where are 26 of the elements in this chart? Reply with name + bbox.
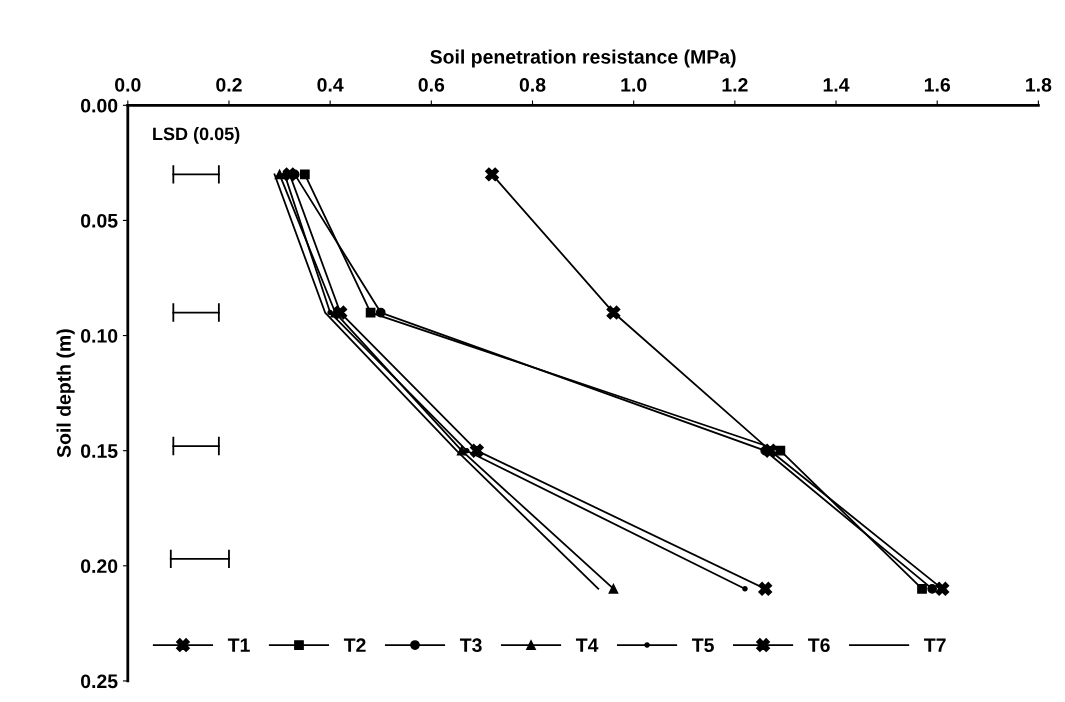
x-tick-label: 0.4: [317, 77, 344, 92]
x-tick-label: 0.0: [115, 77, 141, 92]
x-tick-label: 1.4: [823, 78, 850, 92]
legend-label: T3: [459, 638, 482, 653]
legend-label: T2: [343, 638, 366, 652]
y-tick-label: 0.15: [81, 444, 118, 458]
annotation: LSD (0.05): [153, 126, 240, 144]
x-tick-label: 1.6: [924, 77, 951, 92]
legend-label: T6: [808, 638, 830, 653]
y-tick-label: 0.00: [81, 98, 118, 113]
x-axis-title: Soil penetration resistance (MPa): [430, 49, 736, 68]
y-tick-label: 0.05: [81, 213, 118, 228]
x-tick-label: 1.8: [1026, 77, 1052, 92]
x-tick-label: 0.8: [519, 77, 546, 92]
y-tick-label: 0.20: [81, 559, 118, 574]
legend-label: T7: [924, 638, 946, 652]
x-tick-label: 0.2: [216, 77, 242, 92]
x-tick-label: 1.2: [722, 77, 748, 92]
legend-label: T1: [227, 638, 250, 652]
legend-label: T5: [691, 638, 714, 653]
x-tick-label: 1.0: [621, 77, 647, 92]
y-tick-label: 0.25: [81, 674, 118, 689]
y-tick-label: 0.10: [81, 329, 118, 343]
x-tick-label: 0.6: [418, 77, 445, 92]
y-axis-title: Soil depth (m): [56, 329, 75, 458]
legend-label: T4: [575, 638, 599, 652]
